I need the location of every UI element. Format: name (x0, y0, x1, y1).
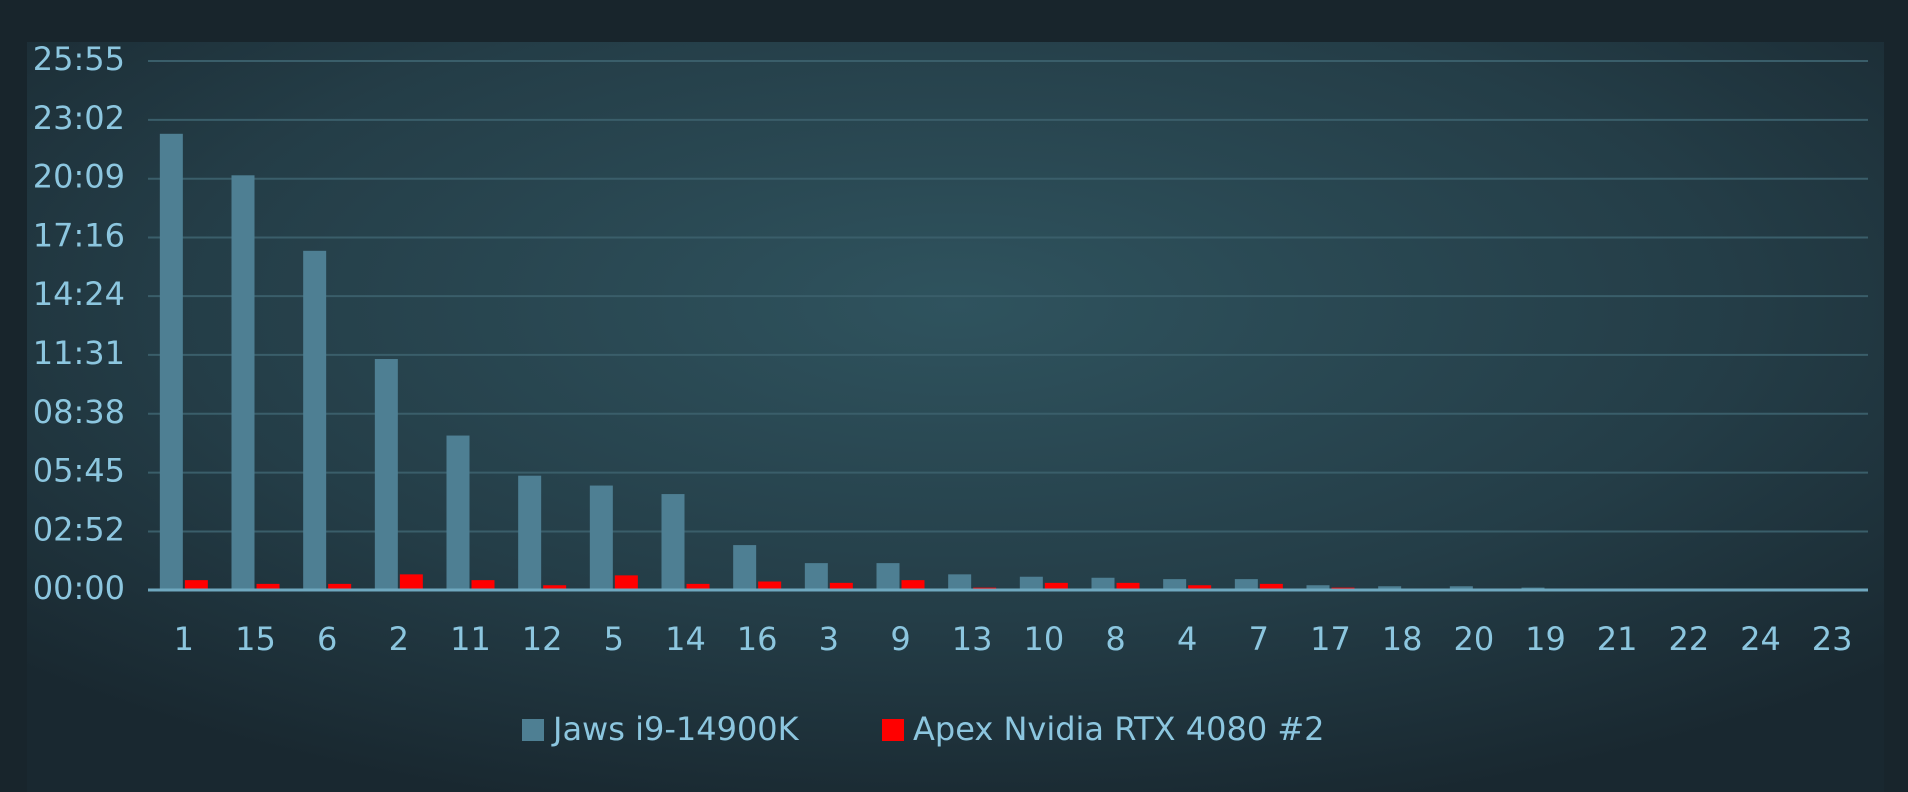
bar (1234, 579, 1258, 590)
y-tick-label: 00:00 (33, 569, 125, 607)
x-tick-label: 18 (1382, 620, 1423, 658)
x-tick-label: 6 (317, 620, 337, 658)
x-tick-label: 11 (450, 620, 491, 658)
bar (446, 435, 470, 590)
bar (543, 585, 567, 590)
bar (1019, 576, 1043, 590)
y-tick-label: 02:52 (33, 510, 125, 548)
bar (328, 583, 352, 590)
bar (1044, 582, 1068, 590)
bar (948, 574, 972, 590)
x-tick-label: 3 (819, 620, 839, 658)
bar (614, 575, 638, 590)
bar (758, 581, 782, 590)
bar (374, 359, 398, 590)
x-tick-label: 9 (890, 620, 910, 658)
x-tick-label: 12 (522, 620, 563, 658)
x-tick-label: 14 (665, 620, 706, 658)
panel (27, 42, 1884, 792)
x-tick-label: 1 (174, 620, 194, 658)
y-tick-label: 11:31 (33, 334, 125, 372)
x-tick-label: 4 (1177, 620, 1197, 658)
bar (1116, 582, 1140, 590)
bar (661, 494, 685, 590)
x-tick-label: 7 (1249, 620, 1269, 658)
y-tick-label: 05:45 (33, 452, 125, 490)
x-tick-label: 2 (389, 620, 409, 658)
x-tick-label: 5 (604, 620, 624, 658)
bar (1091, 577, 1115, 590)
legend-marker (522, 719, 544, 741)
x-tick-label: 21 (1597, 620, 1638, 658)
bar (733, 545, 757, 590)
bar (804, 563, 828, 590)
legend-label: Apex Nvidia RTX 4080 #2 (913, 710, 1325, 748)
x-tick-label: 16 (737, 620, 778, 658)
bar (1188, 585, 1212, 590)
y-tick-label: 14:24 (33, 275, 125, 313)
legend-marker (882, 719, 904, 741)
x-tick-label: 17 (1310, 620, 1351, 658)
bar (256, 583, 280, 590)
bar (1259, 583, 1283, 590)
bar (1306, 585, 1330, 590)
bar (1449, 586, 1473, 590)
y-tick-label: 17:16 (33, 217, 125, 255)
bar (303, 250, 327, 591)
bar (471, 580, 495, 590)
x-tick-label: 22 (1668, 620, 1709, 658)
bar (589, 485, 613, 590)
x-tick-label: 15 (235, 620, 276, 658)
y-tick-label: 20:09 (33, 158, 125, 196)
y-tick-label: 08:38 (33, 393, 125, 431)
x-tick-label: 19 (1525, 620, 1566, 658)
bar (876, 563, 900, 590)
bar (686, 583, 710, 590)
bar (159, 133, 183, 591)
bar (184, 580, 208, 590)
x-tick-label: 13 (952, 620, 993, 658)
x-tick-label: 8 (1105, 620, 1125, 658)
bar (1378, 586, 1402, 590)
x-tick-label: 24 (1740, 620, 1781, 658)
y-tick-label: 23:02 (33, 99, 125, 137)
bar (901, 580, 925, 590)
bar (1163, 579, 1187, 590)
bar (231, 175, 255, 591)
x-tick-label: 23 (1812, 620, 1853, 658)
x-tick-label: 10 (1023, 620, 1064, 658)
bar (399, 574, 423, 590)
bar (518, 475, 542, 590)
legend-label: Jaws i9-14900K (551, 710, 800, 748)
y-tick-label: 25:55 (33, 40, 125, 78)
bar (829, 582, 853, 590)
x-tick-label: 20 (1453, 620, 1494, 658)
